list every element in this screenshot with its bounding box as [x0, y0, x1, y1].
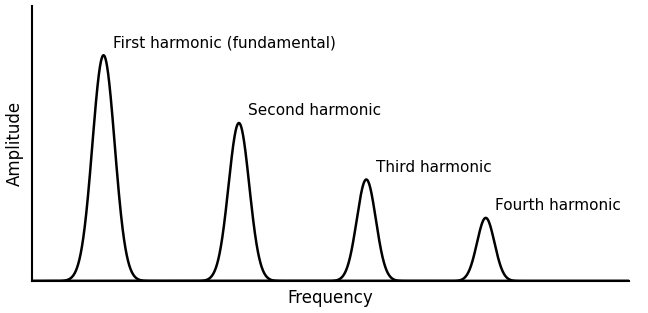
Text: Fourth harmonic: Fourth harmonic	[495, 198, 621, 213]
X-axis label: Frequency: Frequency	[288, 290, 373, 307]
Text: Second harmonic: Second harmonic	[248, 104, 382, 119]
Text: Third harmonic: Third harmonic	[376, 160, 492, 175]
Y-axis label: Amplitude: Amplitude	[6, 101, 23, 186]
Text: First harmonic (fundamental): First harmonic (fundamental)	[113, 36, 336, 51]
